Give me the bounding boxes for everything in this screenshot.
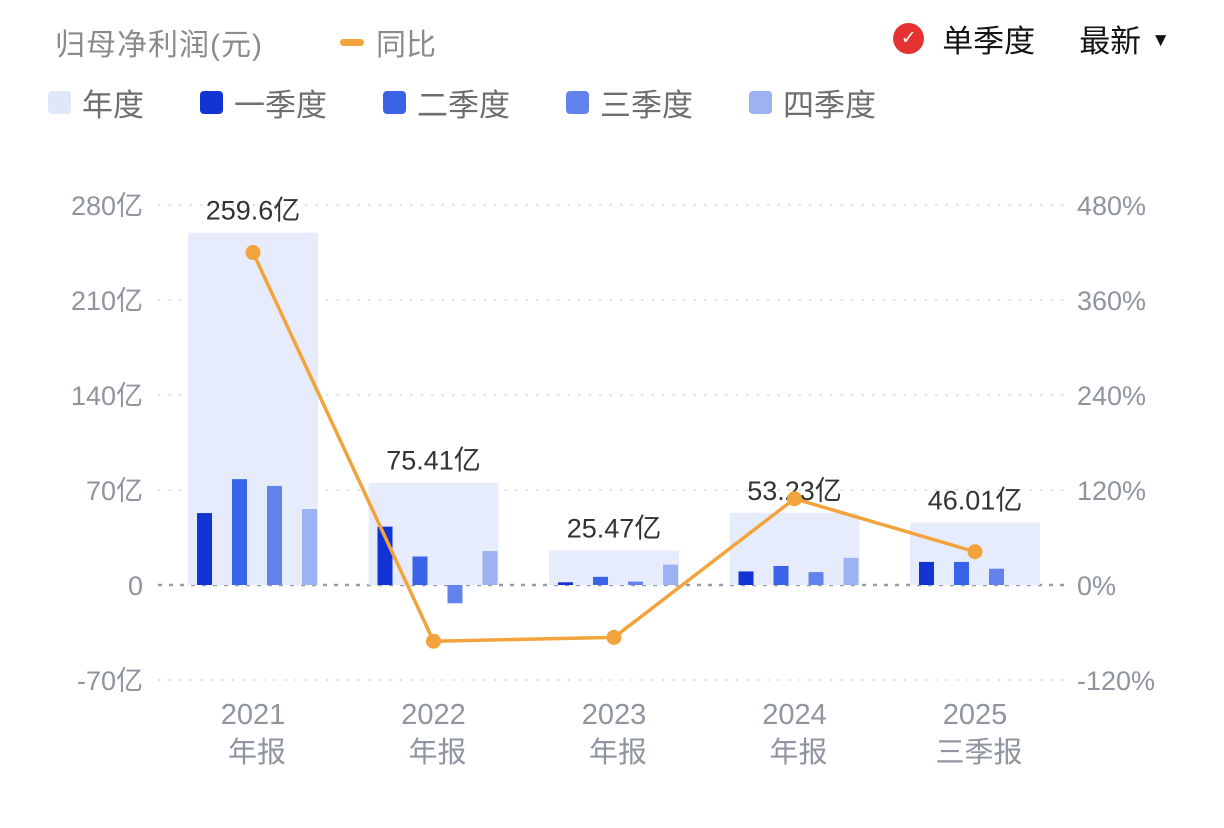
yoy-point[interactable] <box>606 629 622 645</box>
quarter-bar-一季度[interactable] <box>558 582 573 585</box>
left-axis-tick: 70亿 <box>86 476 143 506</box>
legend-swatch-icon <box>200 91 223 114</box>
quarter-bar-二季度[interactable] <box>773 566 789 585</box>
quarter-bar-一季度[interactable] <box>197 513 212 585</box>
quarter-bar-二季度[interactable] <box>954 561 969 585</box>
annual-value-label: 46.01亿 <box>928 486 1023 516</box>
legend-item-q3[interactable]: 三季度 <box>566 80 693 125</box>
right-axis-tick: 0% <box>1077 571 1116 601</box>
quarter-bar-三季度[interactable] <box>989 568 1004 585</box>
legend-label: 三季度 <box>600 88 693 123</box>
quarter-bar-一季度[interactable] <box>738 571 754 585</box>
legend-label: 四季度 <box>783 88 876 123</box>
annual-value-label: 75.41亿 <box>386 446 481 476</box>
quarter-bar-四季度[interactable] <box>663 564 678 585</box>
legend-swatch-icon <box>383 91 406 114</box>
x-axis-label-year: 2024 <box>762 699 827 731</box>
x-axis-label-period: 年报 <box>589 736 647 769</box>
chart-title: 归母净利润(元) <box>55 29 263 62</box>
left-axis-tick: 0 <box>128 571 143 601</box>
annual-value-label: 259.6亿 <box>206 196 301 226</box>
yoy-legend-label: 同比 <box>376 29 436 62</box>
quarter-bar-二季度[interactable] <box>232 479 247 585</box>
quarter-bar-三季度[interactable] <box>267 485 282 585</box>
quarter-bar-二季度[interactable] <box>593 576 608 585</box>
quarter-legend: 年度 一季度 二季度 三季度 四季度 <box>48 80 876 125</box>
x-axis-label-period: 年报 <box>408 736 466 769</box>
single-quarter-toggle[interactable]: 单季度 <box>942 24 1036 59</box>
legend-label: 年度 <box>82 88 144 123</box>
yoy-line-legend: 同比 <box>340 20 436 64</box>
left-axis-tick: -70亿 <box>77 666 143 696</box>
quarter-bar-四季度[interactable] <box>302 509 317 585</box>
yoy-point[interactable] <box>245 245 261 260</box>
x-axis-label-period: 年报 <box>228 736 286 769</box>
annual-value-label: 25.47亿 <box>567 513 662 543</box>
left-axis-tick: 280亿 <box>71 191 143 221</box>
quarter-bar-二季度[interactable] <box>412 556 428 586</box>
legend-swatch-icon <box>749 91 772 114</box>
checkmark-icon[interactable]: ✓ <box>893 23 925 54</box>
legend-item-annual[interactable]: 年度 <box>48 80 144 125</box>
yoy-line-swatch-icon <box>340 38 364 46</box>
annual-bar[interactable] <box>549 550 679 585</box>
quarter-bar-三季度[interactable] <box>808 572 824 585</box>
legend-item-q1[interactable]: 一季度 <box>200 80 327 125</box>
legend-label: 二季度 <box>417 88 510 123</box>
x-axis-label-year: 2021 <box>221 699 286 731</box>
left-axis-tick: 140亿 <box>71 381 143 411</box>
right-axis-tick: 480% <box>1077 191 1146 221</box>
chevron-down-icon: ▼ <box>1151 29 1170 51</box>
right-axis-tick: 360% <box>1077 286 1146 316</box>
legend-item-q4[interactable]: 四季度 <box>749 80 876 125</box>
chart-header: 归母净利润(元) 同比 ✓ 单季度 最新 ▼ <box>0 14 1224 62</box>
legend-label: 一季度 <box>234 88 327 123</box>
x-axis-label-period: 年报 <box>769 736 827 769</box>
x-axis-label-year: 2022 <box>401 699 466 731</box>
left-axis-tick: 210亿 <box>71 286 143 316</box>
legend-swatch-icon <box>566 91 589 114</box>
x-axis-label-year: 2025 <box>943 699 1008 731</box>
yoy-point[interactable] <box>426 633 441 649</box>
legend-swatch-icon <box>48 91 71 114</box>
right-axis-tick: 120% <box>1077 476 1146 506</box>
right-axis-tick: 240% <box>1077 381 1146 411</box>
quarter-bar-三季度[interactable] <box>628 581 643 585</box>
x-axis-label-period: 三季报 <box>935 736 1022 769</box>
header-controls: ✓ 单季度 最新 ▼ <box>893 16 1170 61</box>
legend-item-q2[interactable]: 二季度 <box>383 80 510 125</box>
quarter-bar-一季度[interactable] <box>919 561 934 585</box>
yoy-point[interactable] <box>967 544 983 560</box>
yoy-point[interactable] <box>787 491 802 507</box>
latest-dropdown[interactable]: 最新 ▼ <box>1079 16 1170 61</box>
quarter-bar-四季度[interactable] <box>843 557 859 585</box>
right-axis-tick: -120% <box>1077 666 1155 696</box>
quarter-bar-三季度[interactable] <box>447 585 463 604</box>
x-axis-label-year: 2023 <box>582 699 647 731</box>
quarter-bar-四季度[interactable] <box>482 551 498 585</box>
latest-dropdown-label: 最新 <box>1079 24 1142 59</box>
